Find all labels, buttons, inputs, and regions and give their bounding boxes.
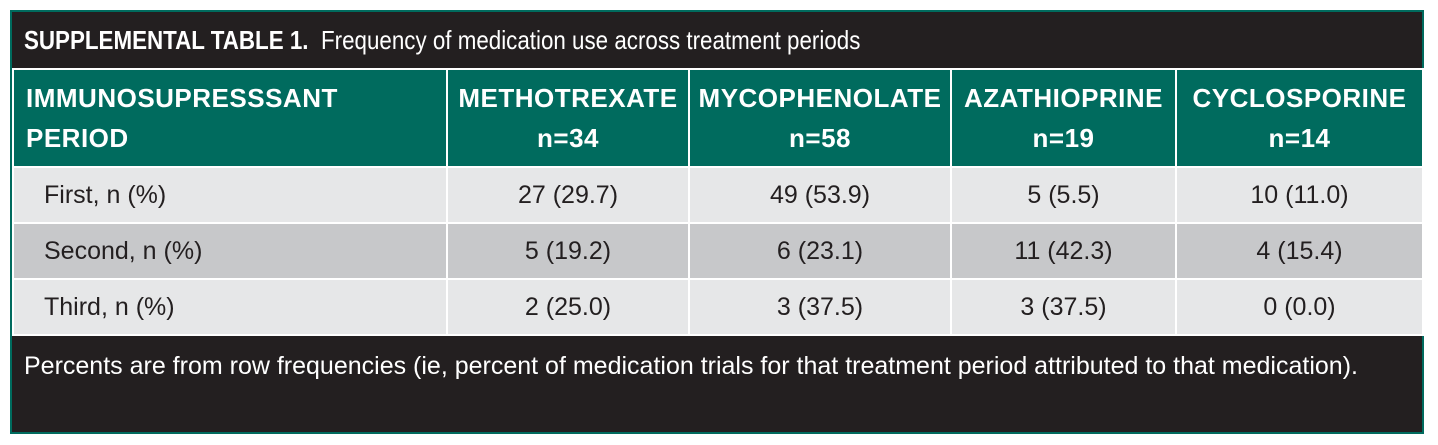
- row-label: Second, n (%): [12, 222, 448, 280]
- header-azathioprine-name: AZATHIOPRINE: [963, 83, 1164, 113]
- table-cell: 10 (11.0): [1175, 166, 1424, 224]
- supplemental-table: SUPPLEMENTAL TABLE 1. Frequency of medic…: [10, 10, 1424, 434]
- table-row: Third, n (%) 2 (25.0) 3 (37.5) 3 (37.5) …: [12, 278, 1424, 336]
- table-cell: 5 (19.2): [446, 222, 690, 280]
- header-period: IMMUNOSUPRESSSANT PERIOD: [12, 68, 448, 168]
- header-mycophenolate-name: MYCOPHENOLATE: [698, 83, 942, 113]
- table-footnote: Percents are from row frequencies (ie, p…: [24, 352, 1358, 380]
- table-row: Second, n (%) 5 (19.2) 6 (23.1) 11 (42.3…: [12, 222, 1424, 280]
- header-cyclosporine-n: n=14: [1268, 123, 1331, 153]
- header-methotrexate-name: METHOTREXATE: [458, 83, 678, 113]
- header-mycophenolate: MYCOPHENOLATE n=58: [688, 68, 952, 168]
- header-azathioprine-n: n=19: [1032, 123, 1095, 153]
- table-cell: 5 (5.5): [950, 166, 1177, 224]
- table-title-label: SUPPLEMENTAL TABLE 1.: [24, 24, 309, 55]
- table-cell: 27 (29.7): [446, 166, 690, 224]
- table-cell: 0 (0.0): [1175, 278, 1424, 336]
- header-period-line2: PERIOD: [26, 123, 129, 153]
- table-cell: 2 (25.0): [446, 278, 690, 336]
- table-cell: 49 (53.9): [688, 166, 952, 224]
- table-title: SUPPLEMENTAL TABLE 1. Frequency of medic…: [12, 12, 1422, 68]
- header-mycophenolate-n: n=58: [789, 123, 851, 153]
- header-azathioprine: AZATHIOPRINE n=19: [950, 68, 1177, 168]
- table-cell: 11 (42.3): [950, 222, 1177, 280]
- table-cell: 4 (15.4): [1175, 222, 1424, 280]
- table-title-text: Frequency of medication use across treat…: [320, 24, 861, 55]
- row-label: First, n (%): [12, 166, 448, 224]
- table-cell: 3 (37.5): [950, 278, 1177, 336]
- table-row: First, n (%) 27 (29.7) 49 (53.9) 5 (5.5)…: [12, 166, 1424, 224]
- header-methotrexate: METHOTREXATE n=34: [446, 68, 690, 168]
- header-methotrexate-n: n=34: [537, 123, 599, 153]
- header-cyclosporine: CYCLOSPORINE n=14: [1175, 68, 1424, 168]
- row-label: Third, n (%): [12, 278, 448, 336]
- header-cyclosporine-name: CYCLOSPORINE: [1192, 83, 1407, 113]
- table-header-row: IMMUNOSUPRESSSANT PERIOD METHOTREXATE n=…: [12, 68, 1424, 168]
- medication-frequency-table: IMMUNOSUPRESSSANT PERIOD METHOTREXATE n=…: [12, 68, 1424, 336]
- table-cell: 3 (37.5): [688, 278, 952, 336]
- table-cell: 6 (23.1): [688, 222, 952, 280]
- header-period-line1: IMMUNOSUPRESSSANT: [26, 83, 338, 113]
